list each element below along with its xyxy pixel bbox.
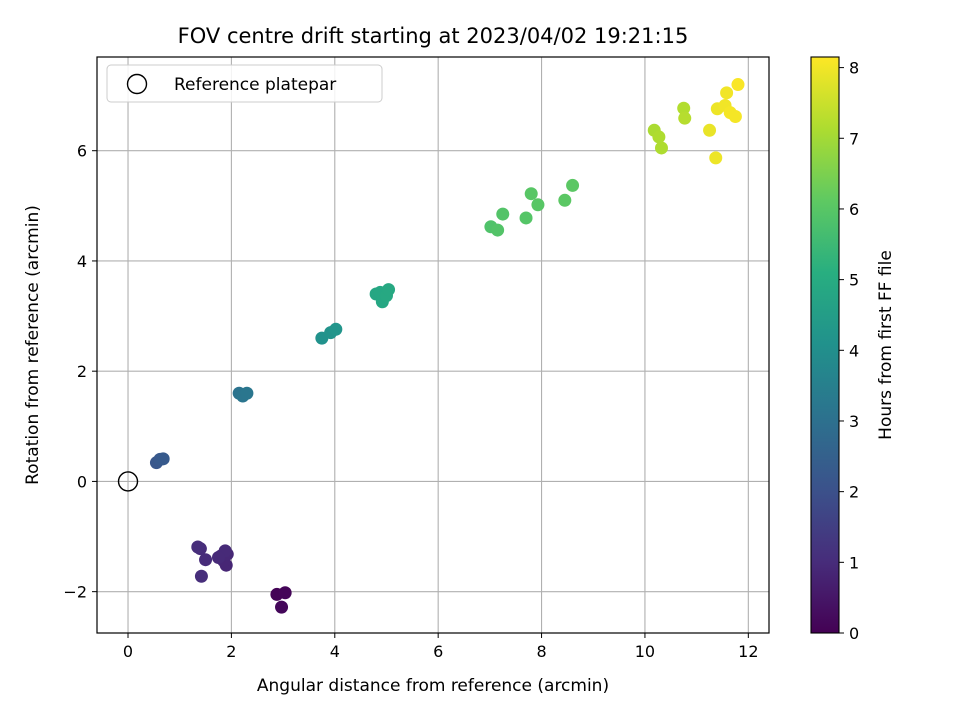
chart-title: FOV centre drift starting at 2023/04/02 …: [178, 24, 689, 48]
x-tick-label: 10: [635, 642, 655, 661]
data-point: [531, 198, 545, 212]
data-point: [677, 101, 691, 115]
legend-label: Reference platepar: [174, 75, 336, 95]
data-point: [652, 130, 666, 144]
colorbar-tick-label: 1: [849, 553, 859, 572]
data-point: [519, 211, 533, 225]
data-point: [329, 322, 343, 336]
data-point: [566, 178, 580, 192]
data-points: [149, 78, 745, 614]
data-point: [491, 223, 505, 237]
y-tick-label: 2: [77, 362, 87, 381]
plot-frame: [96, 56, 770, 634]
x-axis-label: Angular distance from reference (arcmin): [257, 676, 609, 696]
data-point: [703, 123, 717, 137]
colorbar-tick-label: 2: [849, 483, 859, 502]
legend-box: [106, 64, 383, 103]
data-point: [194, 569, 208, 583]
data-point: [654, 141, 668, 155]
data-point: [211, 550, 225, 564]
x-tick-label: 8: [536, 642, 546, 661]
data-point: [496, 207, 510, 221]
data-point: [678, 111, 692, 125]
reference-marker-group: [117, 471, 139, 492]
colorbar-tick-label: 5: [849, 271, 859, 290]
data-point: [240, 386, 254, 400]
data-point: [728, 110, 742, 124]
y-tick-label: 0: [77, 472, 87, 491]
data-point: [731, 78, 745, 92]
colorbar-frame: [810, 56, 840, 634]
colorbar-tick-label: 3: [849, 412, 859, 431]
data-point: [278, 586, 292, 600]
colorbar-tick-label: 0: [849, 624, 859, 643]
data-point: [720, 86, 734, 100]
grid: [97, 57, 769, 633]
y-tick-label: −2: [63, 583, 87, 602]
data-point: [558, 193, 572, 207]
x-tick-label: 4: [330, 642, 340, 661]
data-point: [199, 553, 213, 567]
data-point: [524, 187, 538, 201]
y-tick-label: 4: [77, 252, 87, 271]
y-axis-label: Rotation from reference (arcmin): [23, 205, 43, 485]
data-point: [191, 540, 205, 554]
data-point: [156, 452, 170, 466]
colorbar-tick-label: 7: [849, 129, 859, 148]
colorbar-tick-label: 4: [849, 341, 859, 360]
x-axis-ticks: 0 2 4 6 8 10 12: [123, 633, 759, 661]
x-tick-label: 12: [738, 642, 758, 661]
y-tick-label: 6: [77, 142, 87, 161]
y-axis-ticks: −2 0 2 4 6: [63, 142, 97, 602]
data-point: [275, 600, 289, 614]
colorbar-label: Hours from first FF file: [876, 250, 896, 440]
colorbar: 0 1 2 3 4 5 6 7 8 Hours from first FF file: [810, 56, 896, 643]
colorbar-gradient: [811, 57, 839, 633]
x-tick-label: 0: [123, 642, 133, 661]
x-tick-label: 2: [226, 642, 236, 661]
colorbar-tick-label: 8: [849, 59, 859, 78]
reference-platepar-marker: [117, 471, 139, 492]
colorbar-tick-label: 6: [849, 200, 859, 219]
legend-reference-marker-icon: [126, 73, 148, 95]
data-point: [382, 283, 396, 297]
legend: Reference platepar: [106, 64, 383, 103]
data-point: [709, 151, 723, 165]
x-tick-label: 6: [433, 642, 443, 661]
colorbar-ticks: 0 1 2 3 4 5 6 7 8: [839, 59, 859, 643]
